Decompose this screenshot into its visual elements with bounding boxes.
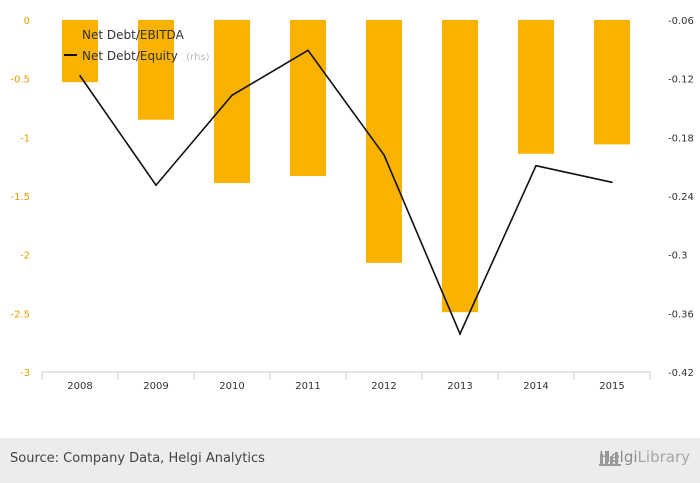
bar-series [62,20,630,313]
line-point-2015[interactable] [611,181,613,184]
line-point-2014[interactable] [535,164,537,167]
footer: Source: Company Data, Helgi Analytics He… [0,438,700,483]
legend-label-equity: Net Debt/Equity (rhs) [82,47,210,64]
legend-label-ebitda: Net Debt/EBITDA [82,28,185,42]
right-tick-label: -0.24 [668,192,694,203]
bar-2014[interactable] [518,20,554,154]
x-tick-label: 2013 [447,381,472,392]
bar-2009[interactable] [138,20,174,120]
x-tick-label: 2012 [371,381,396,392]
bar-2012[interactable] [366,20,402,263]
x-tick-label: 2014 [523,381,548,392]
bar-2015[interactable] [594,20,630,145]
right-tick-label: -0.36 [668,309,694,320]
right-axis-ticks: -0.06 -0.12 -0.18 -0.24 -0.3 -0.36 -0.42 [668,16,694,379]
right-tick-label: -0.3 [668,251,688,262]
right-tick-label: -0.06 [668,16,694,27]
bar-2010[interactable] [214,20,250,184]
legend-swatch-bar [66,29,76,39]
legend-label-rhs: (rhs) [186,52,209,63]
line-point-2013[interactable] [459,333,461,335]
left-tick-label: -1.5 [10,192,30,203]
right-tick-label: -0.18 [668,133,694,144]
x-tick-label: 2011 [295,381,320,392]
line-point-2012[interactable] [383,154,385,156]
line-point-2008[interactable] [79,74,81,77]
bar-2011[interactable] [290,20,326,177]
left-tick-label: -1 [20,133,30,144]
x-tick-label: 2015 [599,381,624,392]
brand-name-part1: Helgi [599,448,638,466]
helgi-library-logo[interactable]: Helgi Library [599,448,690,466]
brand-name-part2: Library [637,448,690,466]
legend-label-equity-name: Net Debt/Equity [82,49,178,63]
line-point-2009[interactable] [155,184,157,187]
x-axis-ticks: 2008 2009 2010 2011 2012 2013 2014 2015 [41,372,651,392]
chart: 0 -0.5 -1 -1.5 -2 -2.5 -3 -0.06 -0.12 -0.18 -0.24… [10,16,694,392]
left-axis-ticks: 0 -0.5 -1 -1.5 -2 -2.5 -3 [10,16,30,379]
left-tick-label: -2.5 [10,309,30,320]
line-series [79,49,613,336]
left-tick-label: -2 [20,251,30,262]
legend-item-net-debt-equity[interactable]: Net Debt/Equity (rhs) [64,47,210,64]
legend-item-net-debt-ebitda[interactable]: Net Debt/EBITDA [66,28,185,42]
left-tick-label: -0.5 [10,75,30,86]
right-tick-label: -0.42 [668,368,694,379]
line-net-debt-equity[interactable] [79,49,613,336]
right-tick-label: -0.12 [668,75,694,86]
legend[interactable]: Net Debt/EBITDA Net Debt/Equity (rhs) [64,28,210,64]
left-tick-label: -3 [20,368,30,379]
x-tick-label: 2009 [143,381,168,392]
bar-2013[interactable] [442,20,478,313]
line-point-2011[interactable] [307,49,309,52]
source-note: Source: Company Data, Helgi Analytics [10,451,265,466]
x-tick-label: 2010 [219,381,244,392]
line-point-2010[interactable] [231,94,233,97]
x-tick-label: 2008 [67,381,92,392]
left-tick-label: 0 [24,16,30,27]
library-icon [599,451,622,466]
